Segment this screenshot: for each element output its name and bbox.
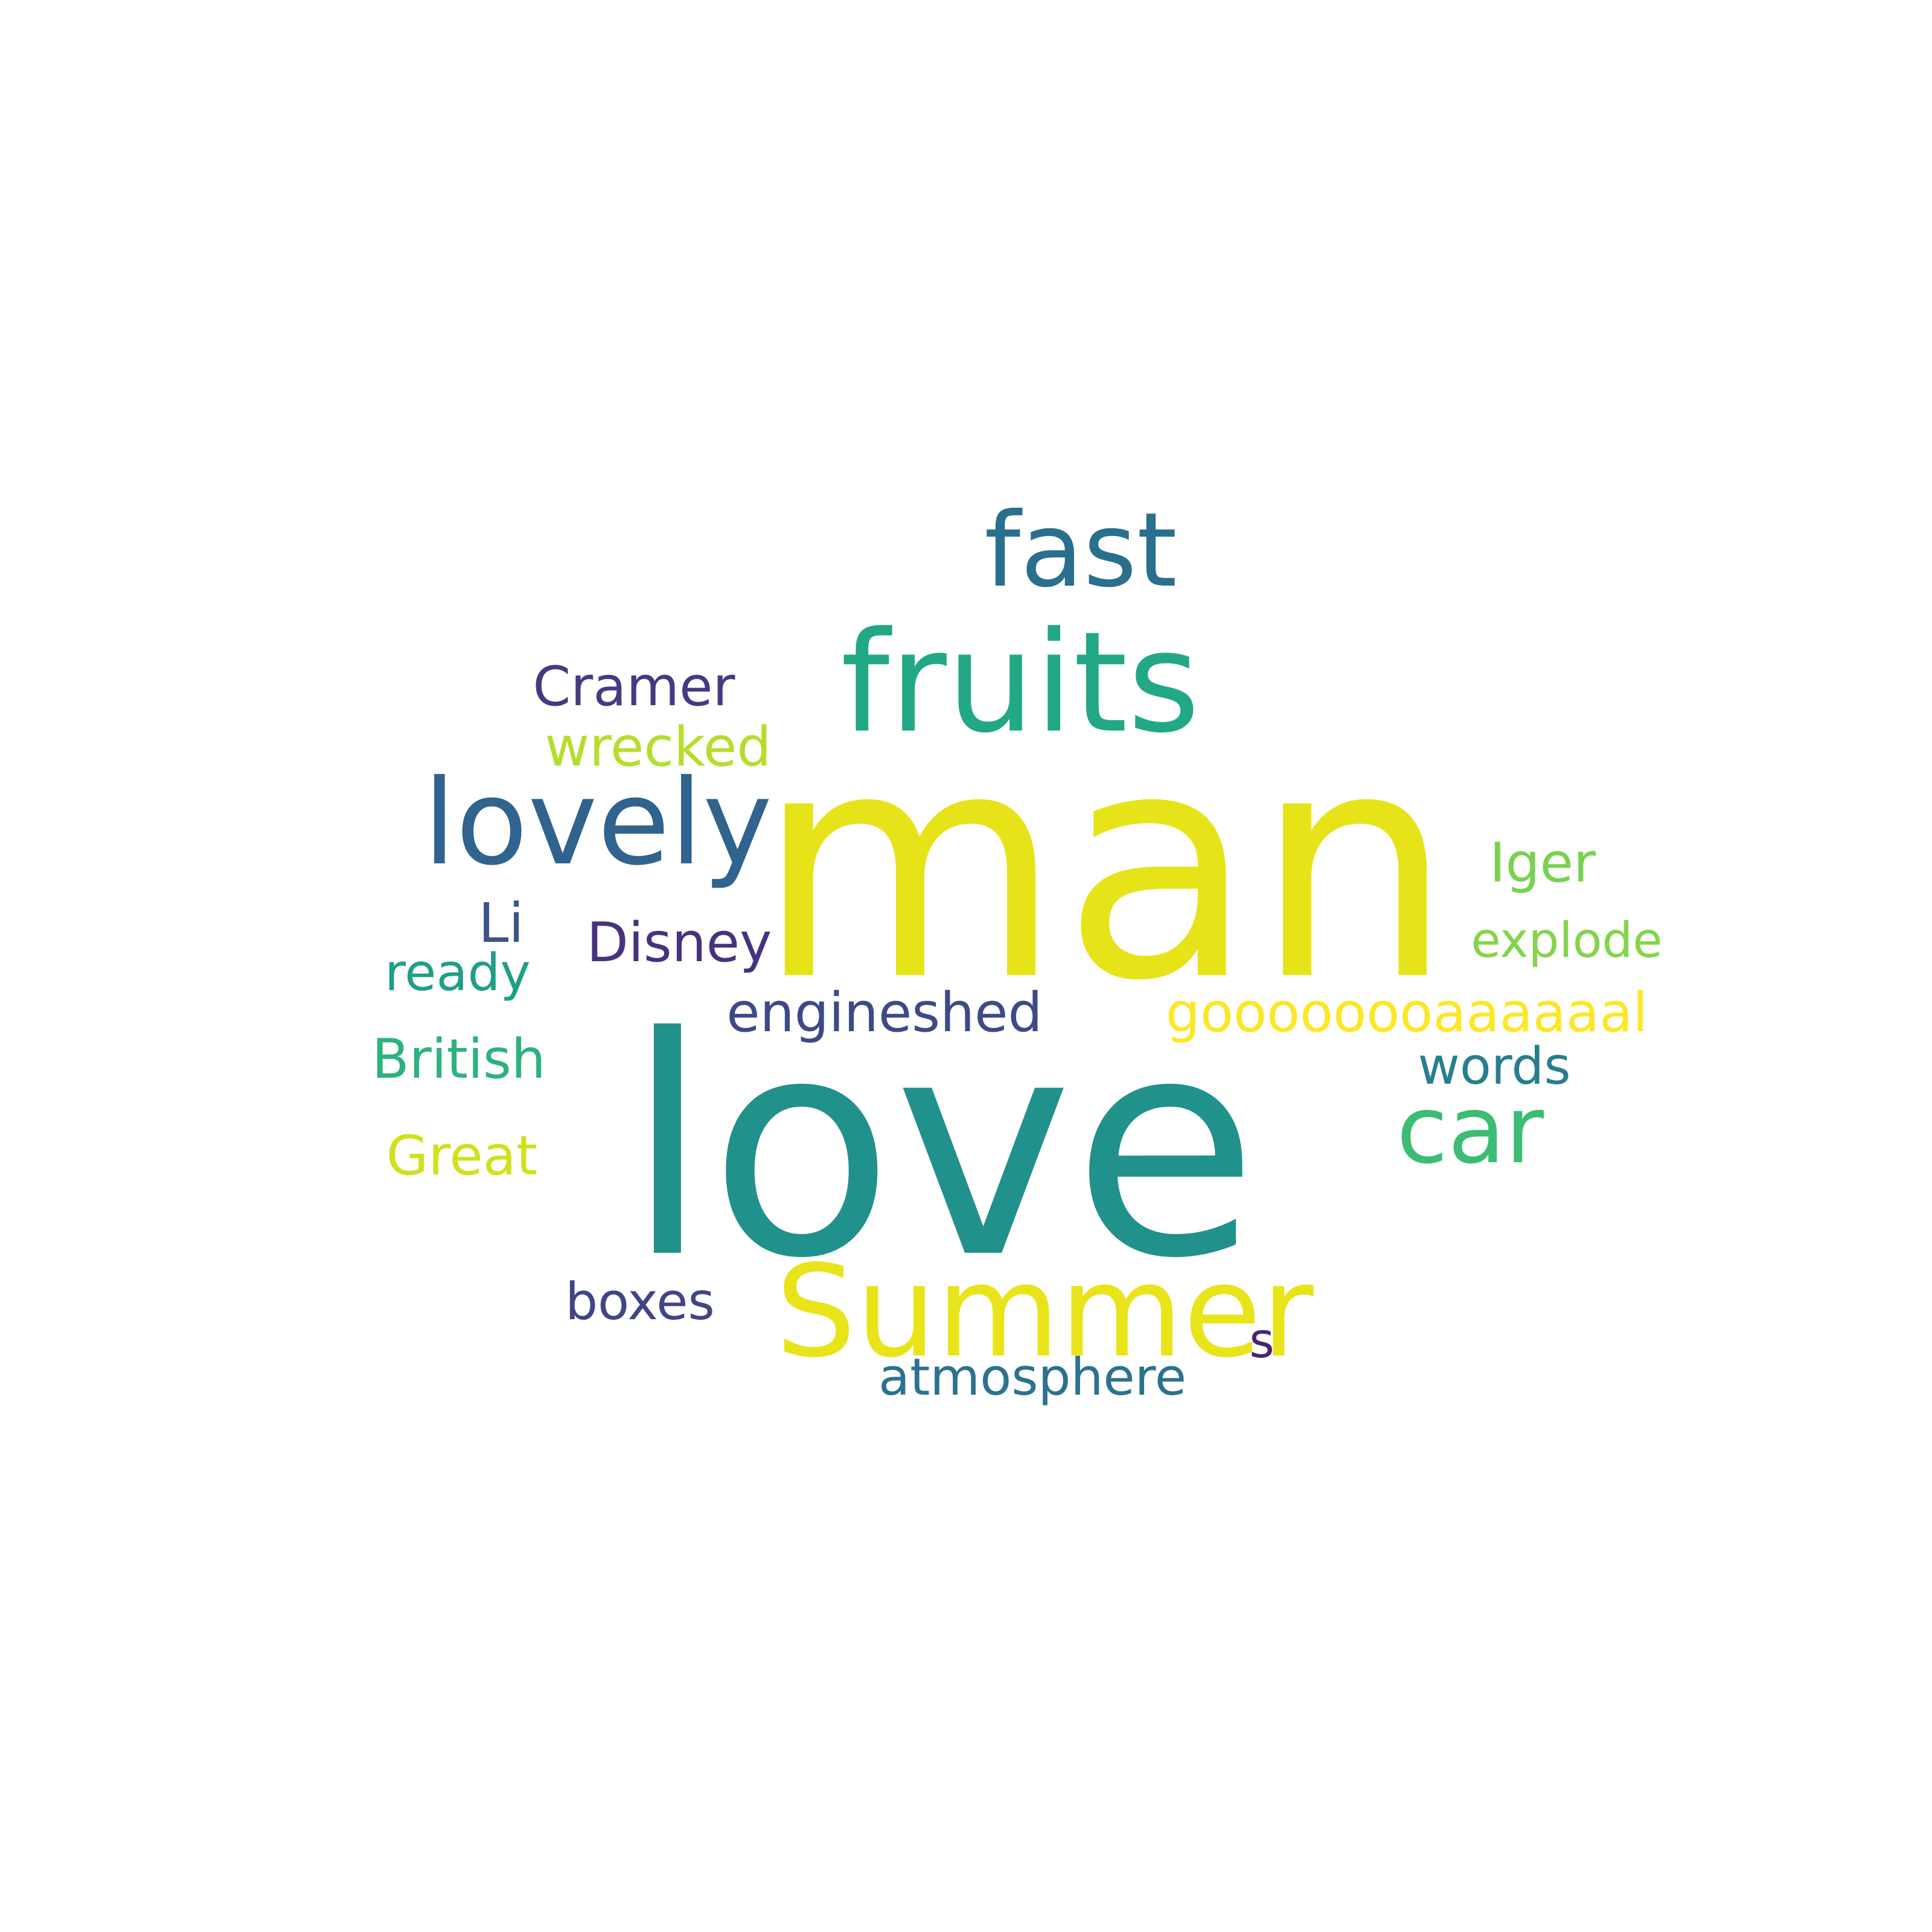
word-wrecked: wrecked	[545, 715, 772, 779]
word-great: Great	[386, 1124, 538, 1188]
word-iger: Iger	[1489, 831, 1596, 895]
word-lovely: lovely	[423, 754, 772, 891]
word-car: car	[1396, 1075, 1544, 1185]
word-fast: fast	[984, 491, 1177, 610]
word-boxes: boxes	[565, 1272, 715, 1332]
word-summer: Summer	[775, 1238, 1314, 1386]
word-british: British	[372, 1028, 546, 1091]
word-cramer: Cramer	[533, 655, 735, 718]
word-goooooooaaaaaal: goooooooaaaaaal	[1166, 981, 1648, 1044]
word-fruits: fruits	[840, 603, 1200, 764]
word-disney: Disney	[587, 911, 772, 974]
word-ready: ready	[385, 943, 531, 1003]
word-love: love	[625, 973, 1258, 1324]
word-man: man	[756, 683, 1454, 1049]
word-s: s	[1249, 1313, 1275, 1369]
word-atmosphere: atmosphere	[878, 1348, 1186, 1407]
word-words: words	[1418, 1037, 1570, 1096]
word-li: Li	[478, 892, 523, 955]
word-explode: explode	[1471, 912, 1662, 968]
word-engineshed: engineshed	[726, 981, 1042, 1044]
